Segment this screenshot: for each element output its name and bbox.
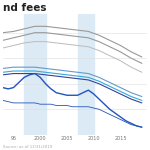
Text: nd fees: nd fees [3, 3, 46, 13]
Text: Source: as of 12/31/2019: Source: as of 12/31/2019 [3, 145, 52, 149]
Bar [78, 14, 94, 135]
Bar [24, 14, 46, 135]
